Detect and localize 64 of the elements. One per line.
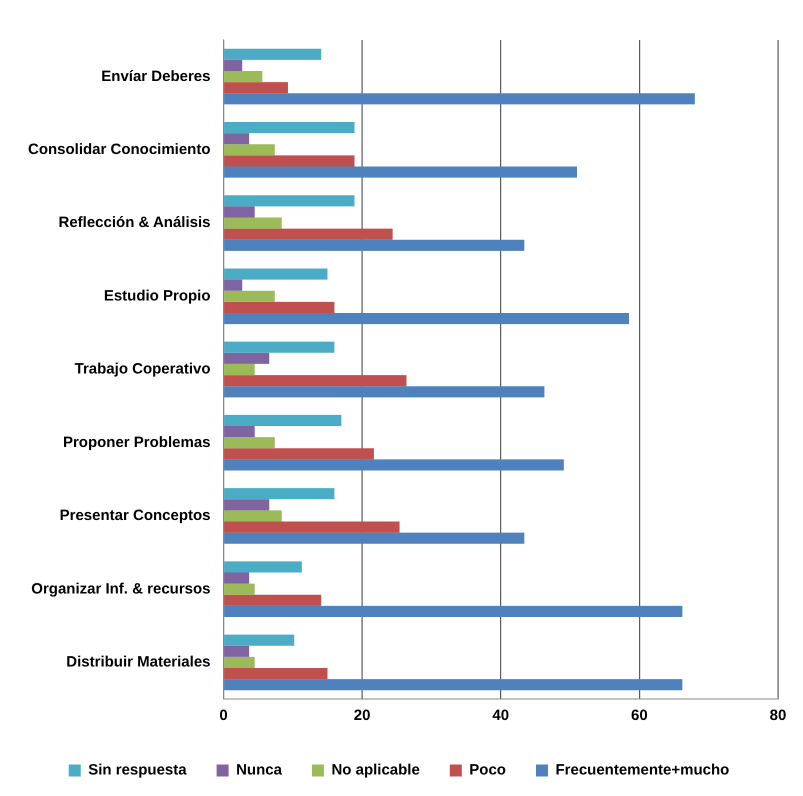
bar — [224, 522, 400, 533]
bar — [224, 448, 374, 460]
bar — [224, 488, 334, 500]
y-tick-label: Proponer Problemas — [62, 434, 211, 451]
x-tick-label: 40 — [492, 707, 510, 724]
bar — [224, 426, 255, 438]
x-tick-label: 80 — [770, 707, 786, 724]
bar — [224, 561, 302, 572]
bar — [224, 572, 250, 584]
bar — [224, 82, 288, 94]
bar — [224, 634, 294, 646]
bar — [224, 166, 577, 178]
y-tick-label: Trabajo Coperativo — [74, 360, 211, 378]
bar — [224, 206, 255, 218]
legend-label: Sin respuesta — [88, 762, 188, 779]
bar — [224, 584, 255, 595]
legend-label: Nunca — [236, 762, 283, 779]
legend-label: Frecuentemente+mucho — [555, 762, 730, 779]
bar — [224, 459, 564, 471]
bar — [224, 122, 355, 134]
bar — [224, 352, 270, 364]
bar — [224, 217, 282, 229]
bar — [224, 312, 629, 324]
bar — [224, 414, 342, 426]
legend-label: No aplicable — [331, 762, 420, 779]
bar — [224, 144, 275, 156]
y-tick-label: Presentar Conceptos — [60, 507, 211, 524]
y-tick-label: Consolidar Conocimiento — [28, 140, 211, 158]
bar — [224, 155, 355, 167]
bar — [224, 510, 282, 522]
bar — [224, 646, 250, 657]
bar — [224, 240, 524, 251]
bar — [224, 195, 355, 206]
bar — [224, 133, 250, 144]
bar — [224, 290, 275, 302]
bar — [224, 342, 334, 353]
bar — [224, 594, 322, 606]
bar — [224, 228, 393, 240]
bar — [224, 364, 255, 376]
bar — [224, 280, 242, 291]
bar — [224, 679, 682, 690]
bar — [224, 71, 262, 82]
bar — [224, 386, 544, 398]
y-tick-label: Estudio Propio — [104, 287, 211, 304]
bar — [224, 656, 255, 668]
bar — [224, 499, 270, 510]
y-tick-label: Envíar Deberes — [101, 68, 211, 85]
legend-label: Poco — [469, 762, 506, 779]
y-tick-label: Organizar Inf. & recursos — [31, 580, 211, 598]
bar — [224, 606, 682, 617]
bar — [224, 268, 328, 280]
bar — [224, 93, 695, 104]
y-tick-label: Reflección & Análisis — [58, 214, 211, 232]
bar — [224, 532, 524, 544]
bar — [224, 48, 322, 60]
x-tick-label: 0 — [219, 707, 228, 724]
y-tick-label: Distribuir Materiales — [66, 654, 211, 671]
bar — [224, 302, 334, 313]
bar — [224, 375, 406, 386]
bar — [224, 437, 275, 448]
x-tick-label: 60 — [631, 707, 648, 724]
bar — [224, 60, 242, 72]
bar — [224, 668, 328, 680]
x-tick-label: 20 — [354, 707, 370, 724]
